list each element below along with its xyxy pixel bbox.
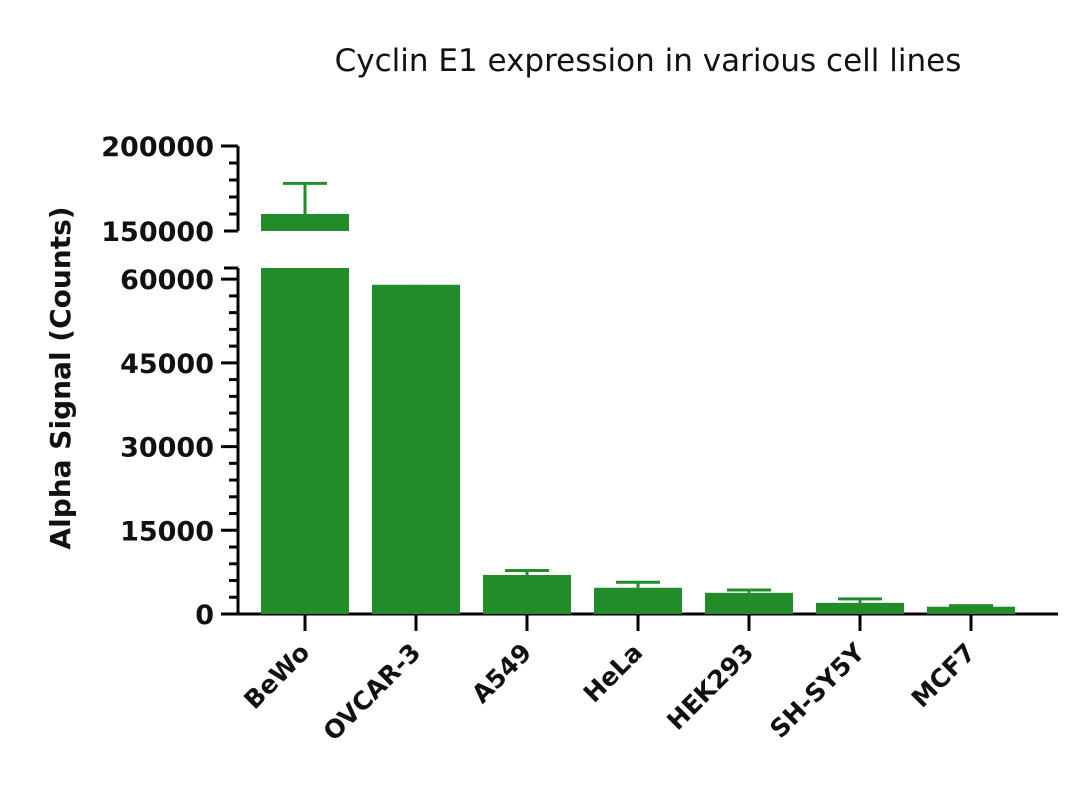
bar [261, 214, 349, 231]
bar [261, 268, 349, 614]
y-tick-label: 60000 [120, 265, 214, 296]
y-ticks: 0 15000 30000 45000 60000 150000 200000 [101, 132, 238, 631]
y-tick-label: 15000 [120, 516, 214, 547]
y-tick-label: 0 [195, 600, 214, 631]
chart-title: Cyclin E1 expression in various cell lin… [335, 43, 962, 79]
x-tick-labels: BeWo OVCAR-3 A549 HeLa HEK293 SH-SY5Y MCF7 [238, 614, 981, 746]
x-tick-label: SH-SY5Y [764, 637, 871, 744]
y-tick-label: 30000 [120, 433, 214, 464]
bar [705, 592, 793, 614]
y-tick-label: 45000 [120, 349, 214, 380]
y-tick-label: 150000 [101, 217, 214, 248]
y-axis-label: Alpha Signal (Counts) [44, 206, 77, 549]
bar [816, 602, 904, 614]
bar [594, 587, 682, 614]
axes [224, 146, 1058, 616]
x-tick-label: MCF7 [906, 638, 981, 713]
bar [483, 574, 571, 614]
x-tick-label: HeLa [578, 638, 648, 708]
x-tick-label: HEK293 [661, 638, 759, 736]
x-tick-label: BeWo [238, 638, 315, 715]
bar [927, 606, 1015, 614]
bars [261, 181, 1015, 614]
y-tick-label: 200000 [101, 132, 214, 163]
x-tick-label: A549 [466, 638, 537, 709]
x-tick-label: OVCAR-3 [318, 638, 427, 747]
